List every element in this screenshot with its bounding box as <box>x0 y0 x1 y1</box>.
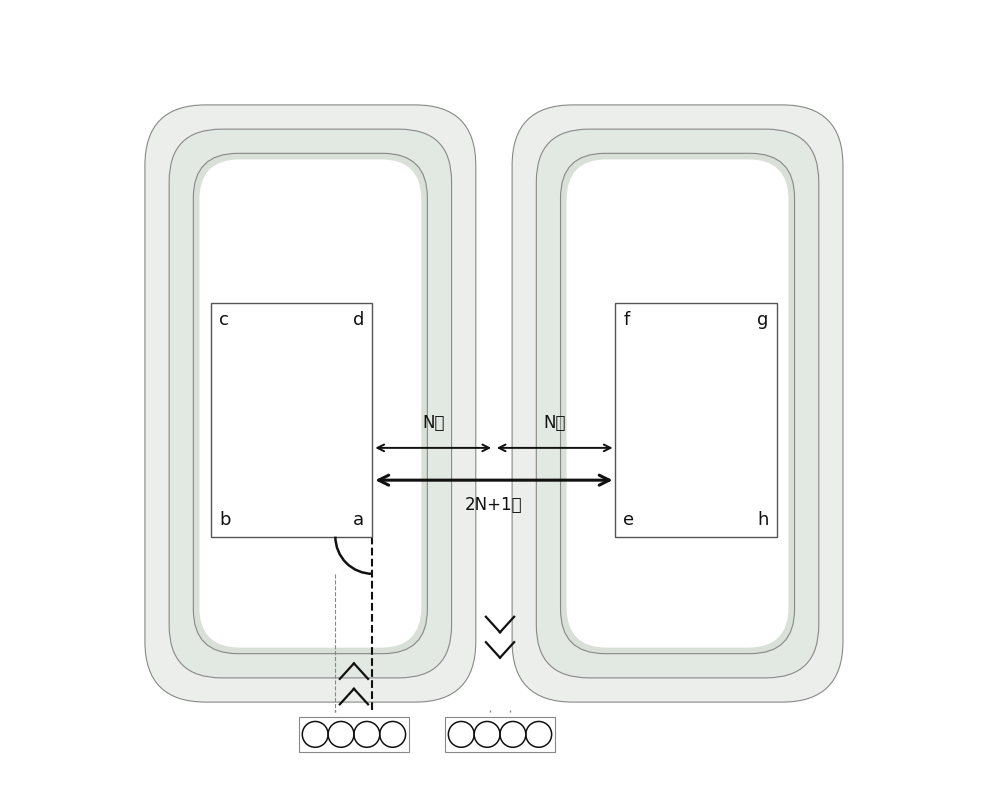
Text: c: c <box>219 311 229 328</box>
Text: a: a <box>353 511 364 529</box>
Text: e: e <box>623 511 635 529</box>
FancyBboxPatch shape <box>561 153 795 654</box>
Bar <box>445 717 555 752</box>
Text: N匝: N匝 <box>543 414 566 432</box>
Text: b: b <box>219 511 231 529</box>
Bar <box>615 303 777 537</box>
Text: N匝: N匝 <box>422 414 444 432</box>
Text: f: f <box>623 311 630 328</box>
FancyBboxPatch shape <box>169 129 452 678</box>
Text: g: g <box>757 311 769 328</box>
Text: 2N+1匝: 2N+1匝 <box>465 496 523 514</box>
FancyBboxPatch shape <box>567 160 789 647</box>
FancyBboxPatch shape <box>512 105 843 702</box>
FancyBboxPatch shape <box>193 153 427 654</box>
Text: h: h <box>757 511 769 529</box>
Bar <box>211 303 372 537</box>
Text: d: d <box>353 311 364 328</box>
Bar <box>299 717 409 752</box>
FancyBboxPatch shape <box>145 105 476 702</box>
FancyBboxPatch shape <box>536 129 819 678</box>
FancyBboxPatch shape <box>199 160 421 647</box>
